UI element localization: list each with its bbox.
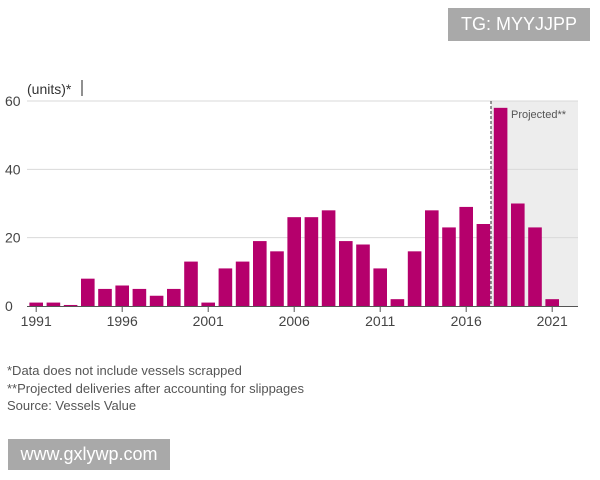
bar-2000 (184, 261, 198, 306)
y-tick-label: 60 (5, 93, 21, 109)
bar-2014 (425, 210, 439, 306)
watermark-bottom: www.gxlywp.com (8, 439, 170, 470)
footnote-projected: **Projected deliveries after accounting … (7, 380, 305, 396)
y-axis-ticks: 0 20 40 60 (5, 93, 21, 314)
x-tick-label: 2016 (451, 313, 482, 329)
bar-1992 (46, 302, 61, 306)
x-axis-ticks: 1991 1996 2001 2006 2011 2016 2021 (21, 306, 568, 329)
bar-chart: Projected** 0 20 40 60 1991 1996 2001 2006 2011… (5, 80, 578, 329)
bar-2005 (270, 251, 284, 306)
bar-2017 (476, 224, 491, 306)
bar-2019 (511, 203, 525, 306)
x-tick-label: 2011 (365, 313, 395, 329)
y-tick-label: 0 (5, 298, 13, 314)
y-unit-label: (units)* (27, 81, 72, 97)
bar-1991 (29, 302, 43, 306)
x-tick-label: 2021 (537, 313, 568, 329)
x-tick-label: 1991 (21, 313, 52, 329)
bar-1996 (115, 285, 129, 306)
bar-2020 (528, 227, 542, 306)
bar-2001 (201, 302, 215, 306)
bar-2013 (407, 251, 422, 306)
bar-2002 (218, 268, 233, 306)
bar-2004 (253, 241, 267, 306)
footnote-scrapped: *Data does not include vessels scrapped (7, 363, 242, 378)
footnotes: *Data does not include vessels scrapped … (7, 362, 304, 415)
x-tick-label: 2001 (193, 313, 224, 329)
bar-2011 (373, 268, 387, 306)
bar-2012 (390, 299, 405, 306)
bar-2021 (545, 299, 559, 306)
bar-2007 (304, 217, 319, 306)
bar-1994 (81, 278, 95, 306)
bar-2016 (459, 206, 473, 306)
bar-2008 (321, 210, 336, 306)
x-tick-label: 1996 (107, 313, 138, 329)
bar-2009 (339, 241, 353, 306)
bar-2003 (235, 261, 250, 306)
bar-1998 (149, 295, 164, 306)
bar-1999 (167, 288, 181, 306)
projected-label: Projected** (511, 109, 567, 121)
bar-2010 (356, 244, 370, 306)
bar-2015 (442, 227, 456, 306)
source-note: Source: Vessels Value (7, 398, 137, 413)
bar-1993 (63, 304, 78, 306)
bar-2018 (493, 107, 508, 306)
bar-2006 (287, 217, 301, 306)
bars (29, 107, 559, 306)
bar-1997 (132, 288, 147, 306)
y-tick-label: 20 (5, 230, 21, 246)
y-tick-label: 40 (5, 161, 21, 177)
x-tick-label: 2006 (279, 313, 310, 329)
watermark-top: TG: MYYJJPP (448, 8, 590, 41)
bar-1995 (98, 288, 112, 306)
